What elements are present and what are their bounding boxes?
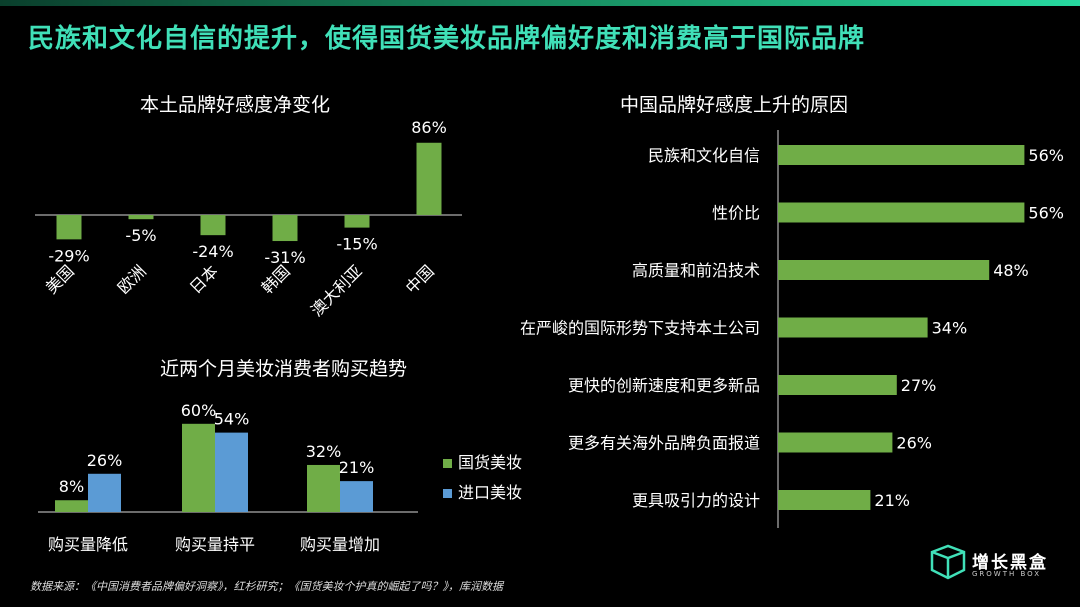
- chart3-title: 中国品牌好感度上升的原因: [620, 94, 849, 116]
- page-title: 民族和文化自信的提升，使得国货美妆品牌偏好度和消费高于国际品牌: [28, 24, 866, 54]
- chart2-data-label: 21%: [339, 458, 375, 477]
- chart1-data-label: 86%: [411, 118, 447, 137]
- chart3-data-label: 21%: [874, 491, 910, 510]
- chart3-category-label: 性价比: [712, 204, 760, 223]
- chart1-bar: [344, 215, 370, 228]
- chart1-category-label: 澳大利亚: [307, 261, 366, 320]
- chart3-category-label: 高质量和前沿技术: [632, 261, 760, 280]
- chart3-category-label: 更快的创新速度和更多新品: [568, 376, 760, 395]
- chart1-bar: [272, 215, 298, 242]
- chart3-bar: [778, 145, 1025, 165]
- chart1-category-label: 日本: [186, 261, 222, 297]
- chart3-data-label: 26%: [896, 434, 932, 453]
- chart2-legend-2: 进口美妆: [443, 479, 522, 503]
- chart2-bar: [182, 423, 215, 512]
- chart2-data-label: 60%: [181, 401, 217, 420]
- logo-cube-icon: [930, 544, 966, 580]
- chart1-title: 本土品牌好感度净变化: [140, 94, 331, 116]
- chart2-category-label: 购买量增加: [300, 535, 380, 554]
- chart2-bar: [55, 500, 88, 512]
- chart3-category-label: 民族和文化自信: [648, 146, 760, 165]
- chart2-bar: [88, 473, 121, 512]
- chart1-bar: [56, 215, 82, 240]
- chart3-data-label: 27%: [901, 376, 937, 395]
- chart1-data-label: -15%: [336, 235, 377, 254]
- legend-swatch-green: [443, 459, 452, 468]
- logo-sub: GROWTH BOX: [972, 570, 1042, 578]
- chart1-data-label: -31%: [264, 248, 305, 267]
- chart3-bar: [778, 202, 1025, 223]
- chart2-data-label: 32%: [306, 442, 342, 461]
- chart1-data-label: -29%: [48, 246, 89, 265]
- chart2-bar: [215, 432, 248, 512]
- chart1-data-label: -5%: [125, 226, 156, 245]
- chart2-data-label: 26%: [87, 451, 123, 470]
- chart3-data-label: 56%: [1028, 204, 1064, 223]
- chart2-bar: [340, 481, 373, 512]
- top-accent-bar: [0, 0, 1080, 6]
- chart3-bar: [778, 432, 893, 453]
- chart3-category-label: 更具吸引力的设计: [632, 491, 760, 510]
- chart1-category-label: 欧洲: [114, 261, 150, 297]
- chart3-data-label: 34%: [932, 319, 968, 338]
- chart1-bar: [200, 215, 226, 236]
- chart2-data-label: 54%: [214, 410, 250, 429]
- chart3-data-label: 48%: [993, 261, 1029, 280]
- chart2-data-label: 8%: [59, 477, 84, 496]
- chart1-data-label: -24%: [192, 242, 233, 261]
- chart1-bar: [128, 215, 154, 220]
- chart1-category-label: 中国: [402, 261, 438, 297]
- chart1-bar: [416, 142, 442, 215]
- chart3-bar: [778, 260, 990, 280]
- chart3-category-label: 在严峻的国际形势下支持本土公司: [520, 319, 760, 338]
- chart3-bar: [778, 317, 928, 338]
- logo-name: 增长黑盒: [972, 553, 1048, 573]
- chart3-bar: [778, 490, 871, 510]
- chart2-title: 近两个月美妆消费者购买趋势: [160, 358, 408, 380]
- chart1-category-label: 美国: [42, 261, 78, 297]
- chart3-bar: [778, 375, 897, 395]
- legend-swatch-blue: [443, 489, 452, 498]
- chart2-bar: [307, 464, 340, 512]
- data-source: 数据来源：《中国消费者品牌偏好洞察》，红杉研究；《国货美妆个护真的崛起了吗？》，…: [30, 580, 503, 593]
- legend-label: 国货美妆: [458, 453, 523, 472]
- chart2-category-label: 购买量持平: [175, 535, 255, 554]
- chart3-data-label: 56%: [1028, 146, 1064, 165]
- legend-label: 进口美妆: [458, 483, 523, 502]
- chart2-legend-1: 国货美妆: [443, 449, 522, 473]
- chart2-category-label: 购买量降低: [48, 535, 128, 554]
- chart3-category-label: 更多有关海外品牌负面报道: [568, 434, 760, 453]
